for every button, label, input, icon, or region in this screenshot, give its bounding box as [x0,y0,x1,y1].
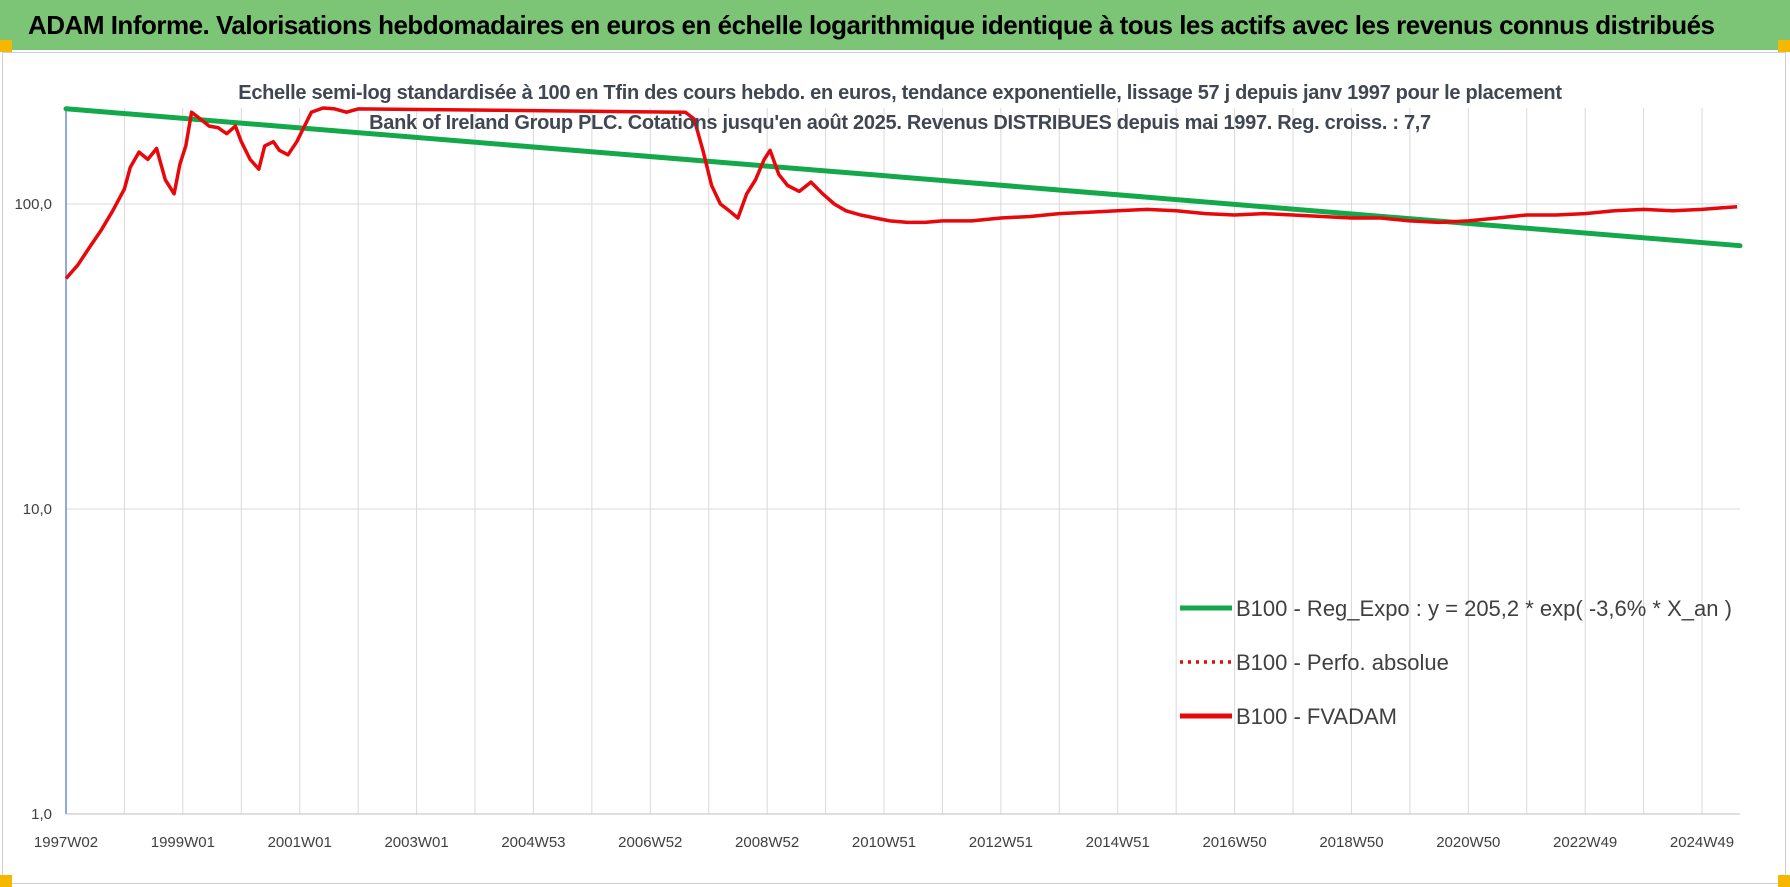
x-tick-label: 2008W52 [735,834,799,851]
corner-marker [0,40,12,52]
x-tick-label: 2006W52 [618,834,682,851]
x-tick-label: 2020W50 [1436,834,1500,851]
x-tick-label: 2003W01 [384,834,448,851]
legend-label: B100 - Reg_Expo : y = 205,2 * exp( -3,6%… [1236,596,1732,621]
y-tick-label: 10,0 [23,501,52,518]
y-tick-label: 100,0 [14,196,52,213]
series-layer [63,106,1743,280]
x-tick-label: 1997W02 [34,834,98,851]
x-tick-label: 2012W51 [969,834,1033,851]
x-tick-label: 1999W01 [151,834,215,851]
corner-marker [0,875,12,887]
legend-label: B100 - Perfo. absolue [1236,650,1449,675]
chart-title: Echelle semi-log standardisée à 100 en T… [238,82,1562,134]
x-tick-label: 2004W53 [501,834,565,851]
legend-label: B100 - FVADAM [1236,704,1397,729]
grid-layer [65,108,1740,815]
chart-frame [2,52,1786,884]
corner-marker [1778,40,1790,52]
axis-layer: 1,0 10,0 100,0 1997W02 1999W01 2001W01 2003W01… [14,108,1740,851]
y-tick-label: 1,0 [31,806,52,823]
corner-marker [1778,875,1790,887]
x-tick-label: 2018W50 [1319,834,1383,851]
banner-title: ADAM Informe. Valorisations hebdomadaire… [28,9,1715,40]
x-tick-label: 2024W49 [1670,834,1734,851]
legend-layer: B100 - Reg_Expo : y = 205,2 * exp( -3,6%… [1180,596,1732,729]
x-tick-label: 2014W51 [1086,834,1150,851]
banner: ADAM Informe. Valorisations hebdomadaire… [0,0,1790,50]
x-tick-label: 2010W51 [852,834,916,851]
x-tick-label: 2001W01 [268,834,332,851]
fvadam-line [64,106,1738,280]
x-tick-label: 2016W50 [1202,834,1266,851]
x-tick-label: 2022W49 [1553,834,1617,851]
